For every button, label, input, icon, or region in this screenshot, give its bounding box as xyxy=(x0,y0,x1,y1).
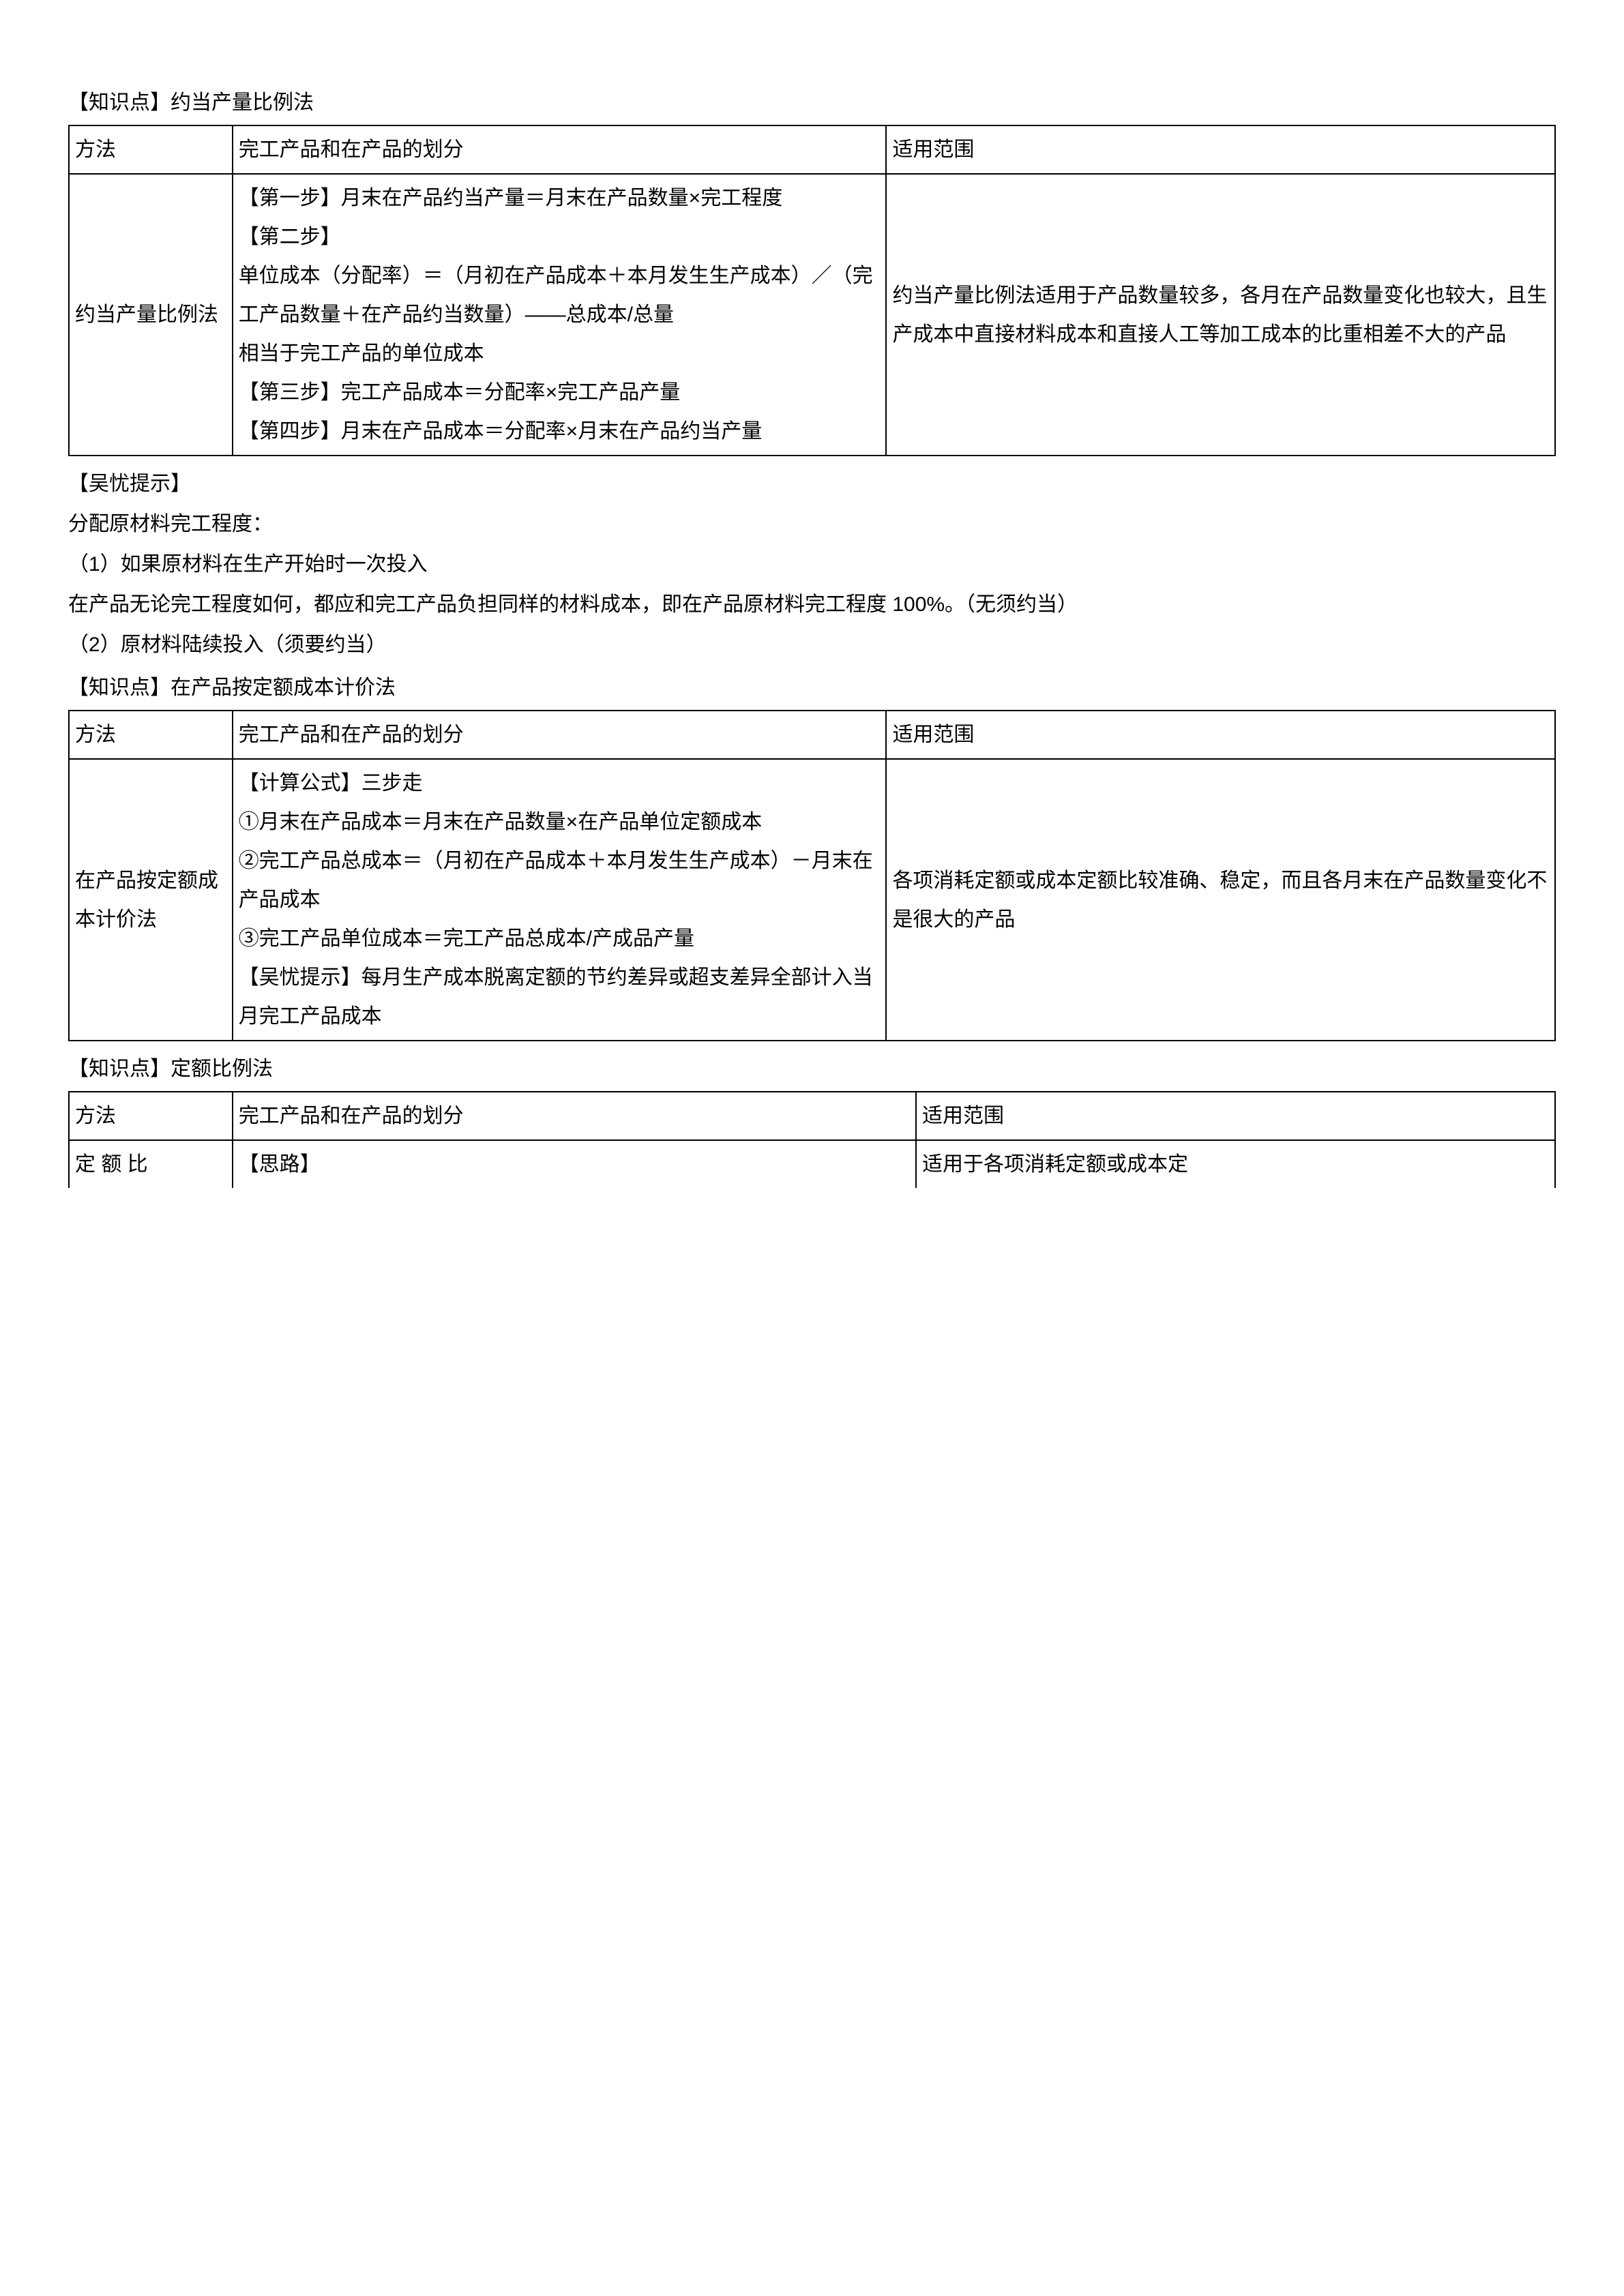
cell-division: 【计算公式】三步走 ①月末在产品成本＝月末在产品数量×在产品单位定额成本 ②完工… xyxy=(233,759,887,1041)
tip-line: 分配原材料完工程度： xyxy=(68,505,1556,543)
cell-method: 在产品按定额成本计价法 xyxy=(69,759,233,1041)
cell-scope: 适用于各项消耗定额或成本定 xyxy=(916,1140,1555,1188)
cell-header-division: 完工产品和在产品的划分 xyxy=(233,711,887,759)
cell-method: 约当产量比例法 xyxy=(69,174,233,456)
table-row: 方法 完工产品和在产品的划分 适用范围 xyxy=(69,125,1555,174)
cell-header-method: 方法 xyxy=(69,125,233,174)
table-row: 约当产量比例法 【第一步】月末在产品约当产量＝月末在产品数量×完工程度 【第二步… xyxy=(69,174,1555,456)
cell-header-method: 方法 xyxy=(69,711,233,759)
table-section1: 方法 完工产品和在产品的划分 适用范围 约当产量比例法 【第一步】月末在产品约当… xyxy=(68,125,1556,456)
cell-header-method: 方法 xyxy=(69,1092,233,1140)
tip-line: 在产品无论完工程度如何，都应和完工产品负担同样的材料成本，即在产品原材料完工程度… xyxy=(68,585,1556,624)
table-row: 方法 完工产品和在产品的划分 适用范围 xyxy=(69,1092,1555,1140)
section2-title: 【知识点】在产品按定额成本计价法 xyxy=(68,668,1556,707)
cell-header-scope: 适用范围 xyxy=(916,1092,1555,1140)
tip-line: （1）如果原材料在生产开始时一次投入 xyxy=(68,545,1556,584)
cell-division: 【思路】 xyxy=(233,1140,916,1188)
tip-title: 【吴忧提示】 xyxy=(68,464,1556,503)
document-page: 【知识点】约当产量比例法 方法 完工产品和在产品的划分 适用范围 约当产量比例法… xyxy=(68,83,1556,1188)
cell-header-scope: 适用范围 xyxy=(886,125,1555,174)
table-row: 定 额 比 【思路】 适用于各项消耗定额或成本定 xyxy=(69,1140,1555,1188)
cell-method: 定 额 比 xyxy=(69,1140,233,1188)
cell-division: 【第一步】月末在产品约当产量＝月末在产品数量×完工程度 【第二步】 单位成本（分… xyxy=(233,174,887,456)
section3-title: 【知识点】定额比例法 xyxy=(68,1049,1556,1088)
cell-header-scope: 适用范围 xyxy=(886,711,1555,759)
tip-line: （2）原材料陆续投入（须要约当） xyxy=(68,625,1556,664)
table-row: 在产品按定额成本计价法 【计算公式】三步走 ①月末在产品成本＝月末在产品数量×在… xyxy=(69,759,1555,1041)
table-section2: 方法 完工产品和在产品的划分 适用范围 在产品按定额成本计价法 【计算公式】三步… xyxy=(68,710,1556,1041)
cell-header-division: 完工产品和在产品的划分 xyxy=(233,125,887,174)
section1-title: 【知识点】约当产量比例法 xyxy=(68,83,1556,122)
cell-header-division: 完工产品和在产品的划分 xyxy=(233,1092,916,1140)
table-row: 方法 完工产品和在产品的划分 适用范围 xyxy=(69,711,1555,759)
tip-block: 【吴忧提示】 分配原材料完工程度： （1）如果原材料在生产开始时一次投入 在产品… xyxy=(68,464,1556,664)
table-section3: 方法 完工产品和在产品的划分 适用范围 定 额 比 【思路】 适用于各项消耗定额… xyxy=(68,1091,1556,1188)
cell-scope: 约当产量比例法适用于产品数量较多，各月在产品数量变化也较大，且生产成本中直接材料… xyxy=(886,174,1555,456)
cell-scope: 各项消耗定额或成本定额比较准确、稳定，而且各月末在产品数量变化不是很大的产品 xyxy=(886,759,1555,1041)
